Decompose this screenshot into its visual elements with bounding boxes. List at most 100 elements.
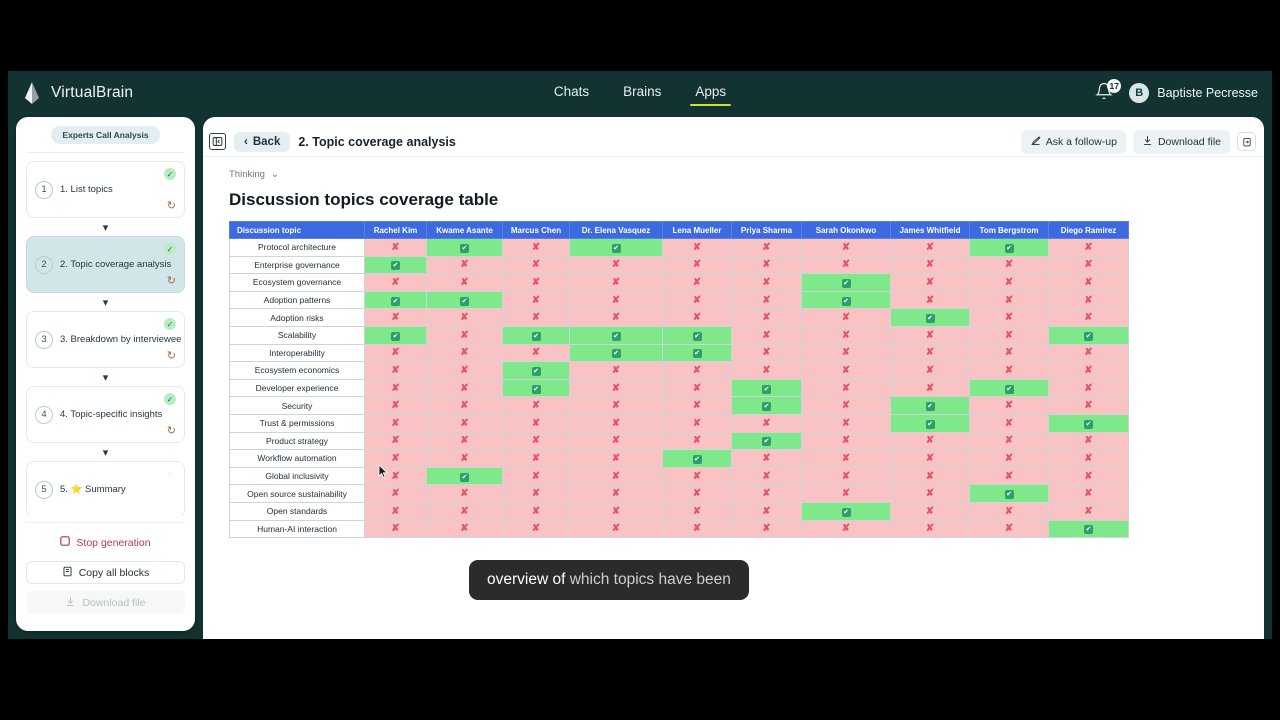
step-number: 3 (35, 330, 53, 349)
check-icon: ✔ (762, 437, 771, 447)
cross-icon: ✘ (841, 312, 851, 324)
cross-icon: ✘ (1084, 400, 1093, 412)
collapse-panel-icon[interactable] (209, 133, 226, 150)
stop-generation-button[interactable]: Stop generation (26, 531, 185, 554)
coverage-cell-no: ✘ (890, 273, 970, 292)
coverage-cell-no: ✘ (364, 466, 427, 486)
cross-icon: ✘ (611, 417, 621, 429)
cross-icon: ✘ (531, 294, 541, 306)
topic-cell: Ecosystem economics (229, 361, 365, 380)
cross-icon: ✘ (1004, 417, 1014, 429)
cross-icon: ✘ (841, 488, 851, 500)
coverage-cell-no: ✘ (731, 238, 802, 257)
coverage-cell-no: ✘ (801, 325, 891, 345)
nav-tab-apps[interactable]: Apps (690, 80, 731, 106)
coverage-cell-yes: ✔ (569, 325, 663, 345)
user-menu[interactable]: B Baptiste Pecresse (1129, 83, 1258, 103)
step-number: 5 (35, 480, 53, 499)
main-content: Thinking ⌄ Discussion topics coverage ta… (203, 157, 1264, 539)
brand[interactable]: VirtualBrain (22, 81, 133, 105)
cross-icon: ✘ (762, 452, 771, 464)
cross-icon: ✘ (692, 505, 702, 517)
redo-icon[interactable]: ↻ (166, 425, 176, 437)
coverage-cell-no: ✘ (890, 378, 970, 398)
cross-icon: ✘ (925, 382, 935, 394)
nav-tab-brains[interactable]: Brains (623, 84, 662, 99)
redo-icon[interactable]: ↻ (166, 200, 176, 212)
coverage-cell-no: ✘ (364, 378, 427, 398)
col-header-participant: Kwame Asante (426, 221, 503, 239)
redo-icon[interactable]: ↻ (166, 350, 176, 362)
cross-icon: ✘ (762, 470, 771, 482)
cross-icon: ✘ (460, 259, 469, 271)
coverage-cell-no: ✘ (969, 343, 1049, 363)
col-header-participant: Marcus Chen (502, 221, 570, 239)
coverage-cell-no: ✘ (426, 449, 503, 468)
thinking-toggle[interactable]: Thinking ⌄ (229, 169, 1244, 180)
check-icon: ✔ (1084, 419, 1093, 429)
coverage-cell-no: ✘ (662, 308, 732, 327)
coverage-cell-no: ✘ (502, 501, 570, 521)
check-icon: ✔ (391, 296, 400, 306)
table-row: Scalability ✔ ✘ ✔ ✔ ✔ ✘ ✘ ✘ ✘ ✔ (229, 325, 1129, 345)
topic-cell: Interoperability (229, 343, 365, 363)
coverage-cell-no: ✘ (364, 449, 427, 468)
check-icon: ✔ (1004, 243, 1014, 253)
coverage-cell-no: ✘ (969, 361, 1049, 380)
sidebar-step-4[interactable]: 4 4. Topic-specific insights ✓ ↻ (26, 386, 185, 443)
col-header-participant: Lena Mueller (662, 221, 732, 239)
coverage-cell-no: ✘ (731, 273, 802, 292)
export-clipboard-icon[interactable] (1237, 132, 1256, 151)
cross-icon: ✘ (460, 417, 469, 429)
coverage-cell-no: ✘ (364, 484, 427, 503)
sidebar-step-1[interactable]: 1 1. List topics ✓ ↻ (26, 161, 185, 218)
coverage-cell-no: ✘ (426, 484, 503, 503)
col-header-participant: Tom Bergstrom (969, 221, 1049, 239)
coverage-cell-no: ✘ (731, 343, 802, 363)
coverage-cell-yes: ✔ (969, 378, 1049, 398)
cross-icon: ✘ (531, 523, 541, 535)
sidebar-step-5[interactable]: 5 5. ⭐ Summary ◌ (26, 461, 185, 516)
main-panel-header: ‹ Back 2. Topic coverage analysis Ask a … (203, 127, 1264, 157)
coverage-cell-yes: ✔ (969, 238, 1049, 257)
table-row: Product strategy ✘ ✘ ✘ ✘ ✘ ✔ ✘ ✘ ✘ ✘ (229, 431, 1129, 451)
download-file-button-sidebar[interactable]: Download file (26, 591, 185, 614)
back-button[interactable]: ‹ Back (234, 131, 291, 152)
nav-tab-chats[interactable]: Chats (553, 84, 590, 99)
coverage-cell-no: ✘ (969, 273, 1049, 292)
table-row: Security ✘ ✘ ✘ ✘ ✘ ✔ ✘ ✔ ✘ ✘ (229, 396, 1129, 415)
coverage-cell-no: ✘ (502, 343, 570, 363)
coverage-cell-no: ✘ (731, 325, 802, 345)
coverage-cell-no: ✘ (662, 238, 732, 257)
copy-all-blocks-button[interactable]: Copy all blocks (26, 561, 185, 584)
step-label: 5. ⭐ Summary (60, 484, 126, 495)
cross-icon: ✘ (841, 417, 851, 429)
coverage-cell-yes: ✔ (502, 325, 570, 345)
cross-icon: ✘ (391, 435, 400, 447)
coverage-cell-no: ✘ (801, 449, 891, 468)
stop-generation-label: Stop generation (76, 536, 151, 549)
chevron-down-icon: ⌄ (270, 169, 279, 180)
coverage-cell-yes: ✔ (364, 290, 427, 310)
coverage-cell-no: ✘ (502, 466, 570, 486)
workflow-chip[interactable]: Experts Call Analysis (51, 126, 160, 144)
download-file-button[interactable]: Download file (1132, 129, 1230, 154)
check-icon: ✔ (841, 507, 851, 517)
topic-cell: Open source sustainability (229, 484, 365, 503)
sidebar-step-2[interactable]: 2 2. Topic coverage analysis ✓ ↻ (26, 236, 185, 293)
cross-icon: ✘ (692, 417, 702, 429)
coverage-cell-yes: ✔ (662, 343, 732, 363)
notifications-button[interactable]: 17 (1095, 79, 1122, 104)
ask-follow-up-button[interactable]: Ask a follow-up (1020, 129, 1126, 154)
cross-icon: ✘ (692, 523, 702, 535)
coverage-cell-no: ✘ (502, 413, 570, 433)
cross-icon: ✘ (1004, 470, 1014, 482)
cross-icon: ✘ (762, 312, 771, 324)
redo-icon[interactable]: ↻ (166, 275, 176, 287)
cross-icon: ✘ (391, 400, 400, 412)
coverage-cell-no: ✘ (801, 484, 891, 503)
cross-icon: ✘ (1004, 329, 1014, 341)
cross-icon: ✘ (762, 294, 771, 306)
sidebar-step-3[interactable]: 3 3. Breakdown by interviewee ✓ ↻ (26, 311, 185, 368)
breadcrumb: 2. Topic coverage analysis (298, 134, 456, 149)
